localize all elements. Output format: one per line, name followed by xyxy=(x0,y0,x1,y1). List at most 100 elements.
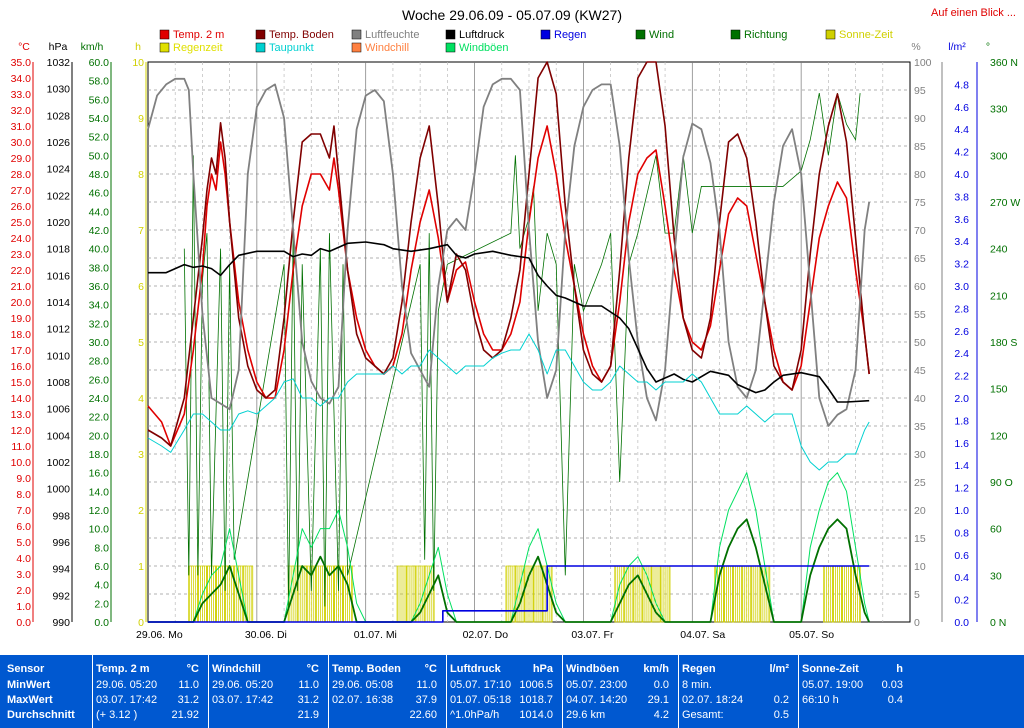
direction-tick: 330 xyxy=(990,104,1008,116)
pressure-tick: 996 xyxy=(52,537,70,549)
rain-tick: 4.8 xyxy=(954,79,969,91)
wind-tick: 42.0 xyxy=(89,225,110,237)
table-value: 1018.7 xyxy=(519,694,553,706)
table-header: Sensor xyxy=(7,663,45,675)
table-value: 0.2 xyxy=(773,694,789,706)
table-cell: MinWert xyxy=(7,679,51,691)
table-unit: °C xyxy=(306,663,319,675)
temp-tick: 31.0 xyxy=(11,121,32,133)
table-header: Temp. Boden xyxy=(332,663,401,675)
table-value: 1014.0 xyxy=(519,709,553,721)
table-value: 22.60 xyxy=(409,709,437,721)
wind-tick: 32.0 xyxy=(89,318,110,330)
chart-legend: Temp. 2 m Temp. Boden Luftfeuchte Luftdruck… xyxy=(159,29,893,54)
legend-label: Luftfeuchte xyxy=(365,29,419,41)
humidity-tick: 100 xyxy=(914,57,932,69)
humidity-tick: 0 xyxy=(914,617,920,629)
temp-tick: 22.0 xyxy=(11,265,32,277)
wind-tick: 2.0 xyxy=(94,598,109,610)
table-value: 11.0 xyxy=(298,679,319,691)
humidity-tick: 30 xyxy=(914,449,926,461)
temp-tick: 27.0 xyxy=(11,185,32,197)
table-cell: 8 min. xyxy=(682,679,712,691)
table-header: Windchill xyxy=(212,663,261,675)
temp-tick: 34.0 xyxy=(11,73,32,85)
day-label: 01.07. Mi xyxy=(354,629,397,641)
wind-tick: 52.0 xyxy=(89,132,110,144)
axis-unit: % xyxy=(911,41,920,53)
rain-tick: 3.4 xyxy=(954,236,969,248)
sun-tick: 0 xyxy=(138,617,144,629)
pressure-tick: 1016 xyxy=(47,270,71,282)
day-label: 03.07. Fr xyxy=(571,629,614,641)
legend-swatch xyxy=(825,29,836,40)
legend-label: Regenzeit xyxy=(173,42,223,54)
legend-swatch xyxy=(351,29,362,40)
rain-tick: 0.2 xyxy=(954,595,969,607)
sun-tick: 2 xyxy=(138,505,144,517)
rain-tick: 3.0 xyxy=(954,281,969,293)
sun-tick: 9 xyxy=(138,113,144,125)
series-taupunkt xyxy=(147,333,870,471)
rain-tick: 3.8 xyxy=(954,191,969,203)
axis-unit: h xyxy=(135,41,141,53)
humidity-tick: 5 xyxy=(914,589,920,601)
table-cell: Durchschnitt xyxy=(7,709,75,721)
rain-tick: 3.2 xyxy=(954,259,969,271)
day-label: 04.07. Sa xyxy=(680,629,725,641)
table-cell: 05.07. 23:00 xyxy=(566,679,628,691)
table-cell: 66:10 h xyxy=(802,694,839,706)
wind-tick: 22.0 xyxy=(89,412,110,424)
wind-tick: 38.0 xyxy=(89,262,110,274)
table-cell: (+ 3.12 ) xyxy=(96,709,138,721)
temp-tick: 20.0 xyxy=(11,297,32,309)
legend-label: Sonne-Zeit xyxy=(839,29,893,41)
table-unit: hPa xyxy=(532,663,553,675)
humidity-tick: 25 xyxy=(914,477,926,489)
temp-tick: 32.0 xyxy=(11,105,32,117)
chart-axes: 35.034.033.032.031.030.029.028.027.026.0… xyxy=(11,41,1021,641)
sun-tick: 3 xyxy=(138,449,144,461)
wind-tick: 10.0 xyxy=(89,524,110,536)
overview-link[interactable]: Auf einen Blick ... xyxy=(931,7,1016,19)
series-richtung xyxy=(183,92,861,607)
table-unit: l/m² xyxy=(769,663,789,675)
table-cell: 29.06. 05:20 xyxy=(96,679,158,691)
pressure-tick: 1028 xyxy=(47,110,71,122)
humidity-tick: 40 xyxy=(914,393,926,405)
temp-tick: 29.0 xyxy=(11,153,32,165)
temp-tick: 17.0 xyxy=(11,345,32,357)
direction-tick: 60 xyxy=(990,524,1002,536)
temp-tick: 11.0 xyxy=(11,441,31,453)
temp-tick: 5.0 xyxy=(16,537,31,549)
temp-tick: 25.0 xyxy=(11,217,32,229)
table-cell: 01.07. 05:18 xyxy=(450,694,512,706)
table-value: 21.92 xyxy=(171,709,199,721)
legend-swatch xyxy=(255,42,266,53)
axis-unit: l/m² xyxy=(948,41,966,53)
wind-tick: 26.0 xyxy=(89,374,110,386)
temp-tick: 3.0 xyxy=(16,569,31,581)
pressure-tick: 992 xyxy=(52,590,70,602)
wind-tick: 0.0 xyxy=(94,617,109,629)
temp-tick: 23.0 xyxy=(11,249,32,261)
wind-tick: 50.0 xyxy=(89,150,110,162)
table-unit: h xyxy=(896,663,903,675)
direction-tick: 180 S xyxy=(990,337,1017,349)
pressure-tick: 1014 xyxy=(47,297,71,309)
series-temp-boden xyxy=(147,61,870,447)
table-cell: 03.07. 17:42 xyxy=(96,694,158,706)
axis-unit: ° xyxy=(986,41,990,53)
wind-tick: 34.0 xyxy=(89,300,110,312)
temp-tick: 10.0 xyxy=(11,457,32,469)
humidity-tick: 60 xyxy=(914,281,926,293)
chart-title: Woche 29.06.09 - 05.07.09 (KW27) xyxy=(402,7,622,23)
pressure-tick: 1006 xyxy=(47,404,71,416)
temp-tick: 7.0 xyxy=(16,505,31,517)
legend-swatch xyxy=(255,29,266,40)
table-header: Sonne-Zeit xyxy=(802,663,859,675)
table-header: Luftdruck xyxy=(450,663,501,675)
legend-swatch xyxy=(540,29,551,40)
legend-swatch xyxy=(445,42,456,53)
legend-swatch xyxy=(159,29,170,40)
